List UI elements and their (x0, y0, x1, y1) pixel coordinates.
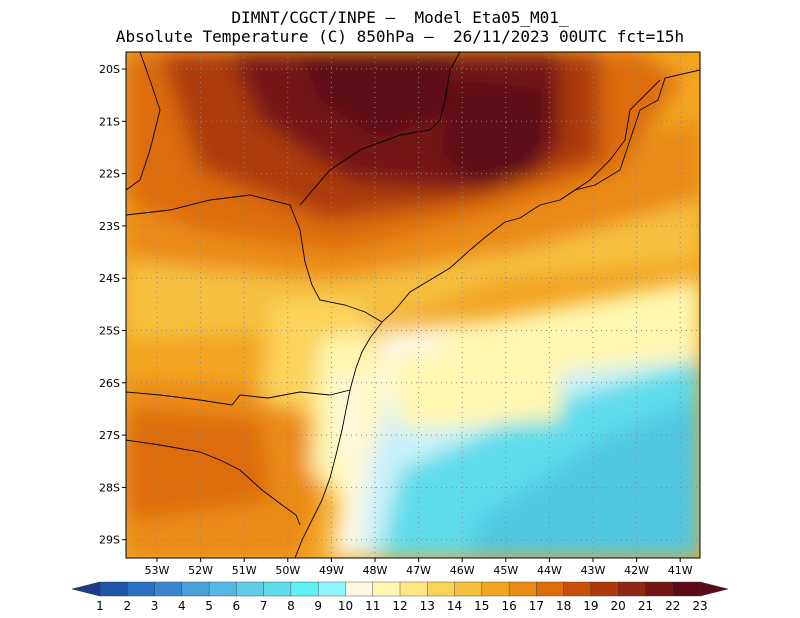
colorbar-label: 7 (260, 599, 268, 613)
colorbar-label: 2 (123, 599, 131, 613)
colorbar-segment (290, 581, 319, 597)
lat-label: 28S (99, 481, 120, 494)
lat-label: 20S (99, 63, 120, 76)
colorbar-segment (208, 581, 238, 597)
colorbar-segment (99, 581, 128, 597)
colorbar-label: 5 (205, 599, 213, 613)
colorbar-segment (454, 581, 483, 597)
colorbar-segment (427, 581, 456, 597)
colorbar-label: 18 (556, 599, 571, 613)
colorbar: 1 2 3 4 5 6 7 8 9 10 11 12 13 14 15 16 17 18 19 20 21 22 23 (71, 581, 729, 613)
colorbar-label: 12 (392, 599, 407, 613)
graticule (126, 52, 700, 558)
lon-label: 53W (145, 564, 170, 577)
latitude-labels: 20S 21S 22S 23S 24S 25S 26S 27S 28S 29S (99, 63, 126, 547)
lon-label: 44W (537, 564, 562, 577)
colorbar-label: 13 (420, 599, 435, 613)
colorbar-label: 8 (287, 599, 295, 613)
colorbar-label: 23 (692, 599, 707, 613)
colorbar-segment (536, 581, 565, 597)
lon-label: 52W (188, 564, 213, 577)
colorbar-segment (181, 581, 210, 597)
colorbar-label: 19 (583, 599, 598, 613)
colorbar-label: 20 (611, 599, 626, 613)
colorbar-label: 9 (314, 599, 322, 613)
colorbar-segment (399, 581, 428, 597)
lat-label: 24S (99, 272, 120, 285)
colorbar-segment (508, 581, 538, 597)
map-subtitle: Absolute Temperature (C) 850hPa – 26/11/… (115, 27, 685, 46)
map-title: DIMNT/CGCT/INPE – Model Eta05_M01_ (231, 8, 569, 27)
lon-label: 51W (232, 564, 257, 577)
lat-label: 29S (99, 534, 120, 547)
colorbar-label: 4 (178, 599, 186, 613)
colorbar-segment (263, 581, 292, 597)
lon-label: 43W (581, 564, 606, 577)
colorbar-segment (590, 581, 619, 597)
colorbar-label: 6 (233, 599, 241, 613)
colorbar-label: 17 (529, 599, 544, 613)
longitude-labels: 53W 52W 51W 50W 49W 48W 47W 46W 45W 44W 43W 42W 41W (145, 558, 693, 577)
colorbar-segment (372, 581, 401, 597)
colorbar-segment (317, 581, 347, 597)
lon-label: 48W (363, 564, 388, 577)
lon-label: 46W (450, 564, 475, 577)
colorbar-label: 10 (338, 599, 353, 613)
colorbar-label: 21 (638, 599, 653, 613)
colorbar-label: 14 (447, 599, 462, 613)
colorbar-segment (645, 581, 674, 597)
colorbar-segment (617, 581, 647, 597)
colorbar-label: 15 (474, 599, 489, 613)
colorbar-segment (345, 581, 374, 597)
colorbar-segment (481, 581, 510, 597)
lon-label: 45W (493, 564, 518, 577)
lat-label: 23S (99, 220, 120, 233)
colorbar-segment (127, 581, 156, 597)
colorbar-arrow-left (71, 581, 101, 597)
colorbar-label: 11 (365, 599, 380, 613)
lat-label: 25S (99, 325, 120, 338)
colorbar-arrow-right (699, 581, 729, 597)
colorbar-segment (672, 581, 701, 597)
map-frame (125, 51, 701, 559)
lon-label: 41W (668, 564, 693, 577)
temperature-field (126, 52, 700, 558)
lon-label: 49W (319, 564, 344, 577)
lat-label: 27S (99, 429, 120, 442)
lon-label: 47W (406, 564, 431, 577)
colorbar-label: 1 (96, 599, 104, 613)
lat-label: 21S (99, 115, 120, 128)
lat-label: 22S (99, 168, 120, 181)
lat-label: 26S (99, 377, 120, 390)
colorbar-label: 3 (151, 599, 159, 613)
coastline-borders (126, 52, 700, 558)
colorbar-segment (154, 581, 183, 597)
colorbar-segment (563, 581, 592, 597)
colorbar-label: 22 (665, 599, 680, 613)
lon-label: 50W (275, 564, 300, 577)
colorbar-segment (236, 581, 265, 597)
colorbar-label: 16 (501, 599, 516, 613)
lon-label: 42W (624, 564, 649, 577)
